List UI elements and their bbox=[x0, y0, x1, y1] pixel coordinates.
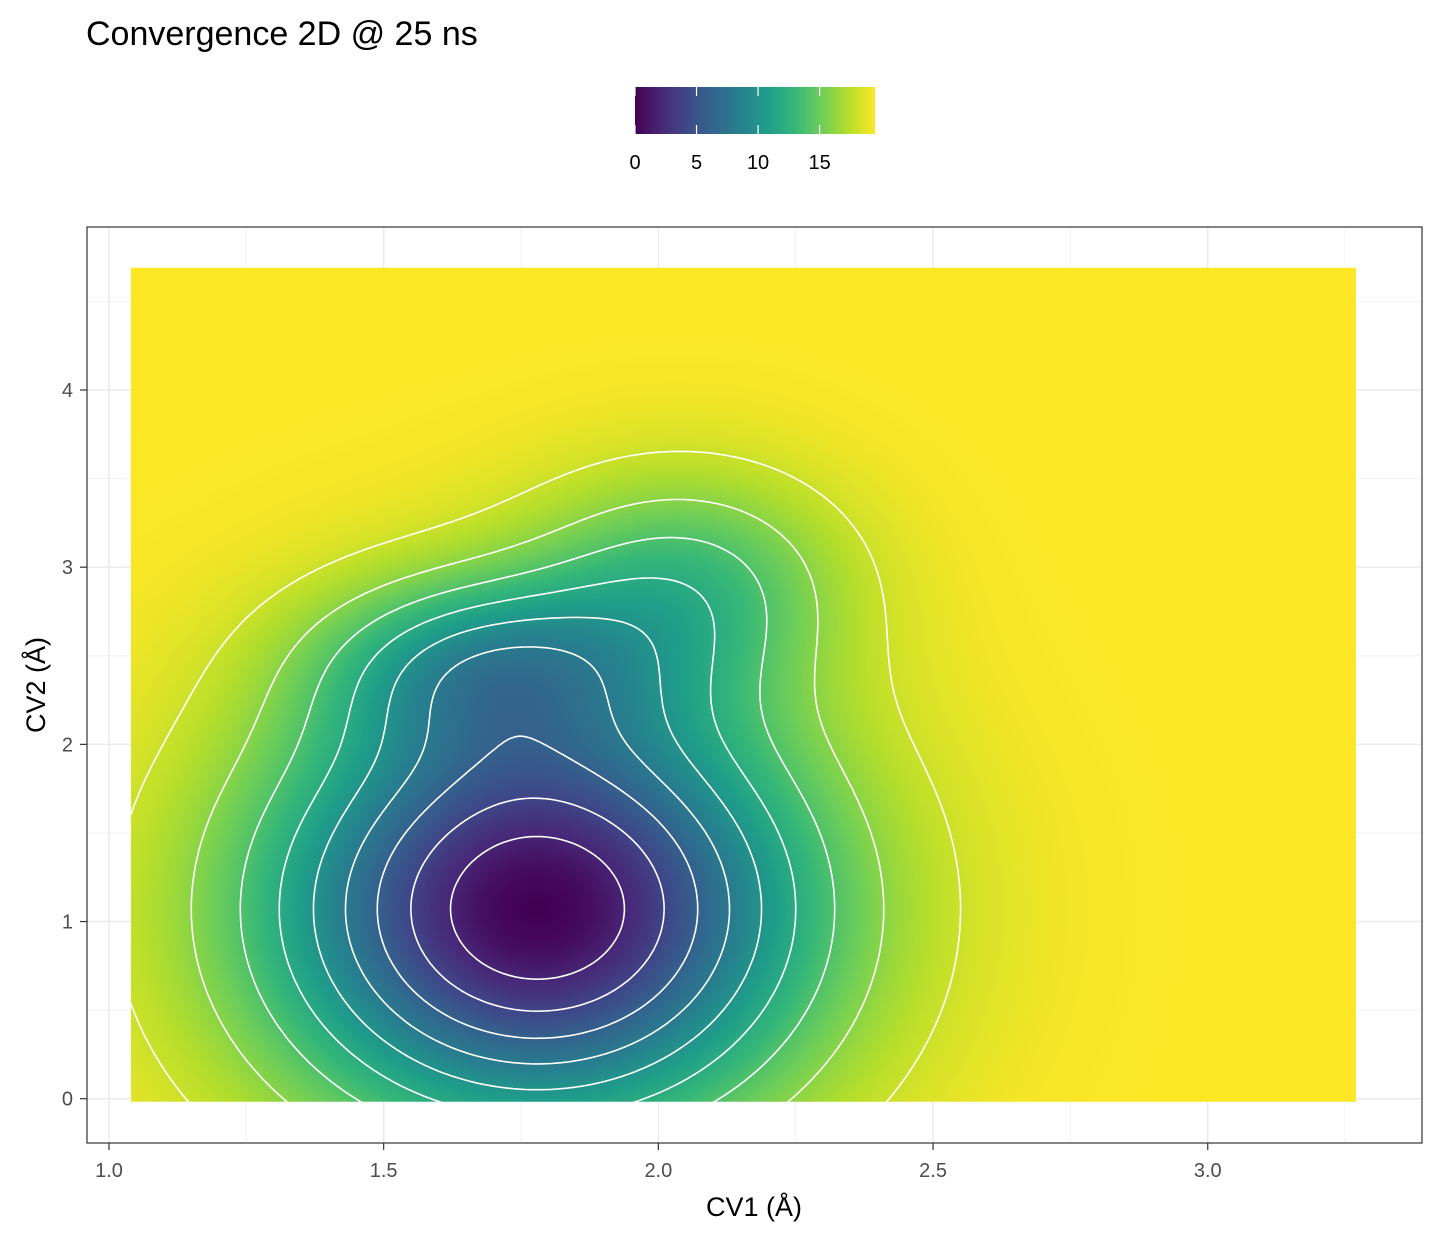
colorbar-tick-label: 0 bbox=[629, 152, 640, 174]
x-axis-title: CV1 (Å) bbox=[706, 1191, 802, 1222]
contour-line bbox=[278, 577, 797, 1103]
y-tick-label: 3 bbox=[62, 557, 73, 579]
contour-line bbox=[449, 835, 626, 980]
colorbar-tick-label: 10 bbox=[747, 152, 769, 174]
x-tick-label: 3.0 bbox=[1194, 1160, 1222, 1182]
colorbar bbox=[635, 87, 875, 134]
colorbar-tick-label: 5 bbox=[691, 152, 702, 174]
x-tick-label: 2.5 bbox=[919, 1160, 947, 1182]
contour-line bbox=[190, 498, 885, 1103]
x-tick-label: 2.0 bbox=[644, 1160, 672, 1182]
energy-surface bbox=[130, 267, 1356, 1102]
x-axis: 1.0 1.5 2.0 2.5 3.0 bbox=[95, 1143, 1222, 1182]
y-axis-title: CV2 (Å) bbox=[20, 637, 51, 733]
colorbar-legend: 0 5 10 15 bbox=[629, 87, 875, 174]
y-axis: 0 1 2 3 4 bbox=[62, 380, 87, 1111]
y-tick-label: 2 bbox=[62, 734, 73, 756]
y-tick-label: 1 bbox=[62, 912, 73, 934]
contour-line bbox=[239, 536, 836, 1103]
contour-line bbox=[376, 735, 699, 1040]
plot-panel-border bbox=[86, 226, 1423, 1144]
x-tick-label: 1.0 bbox=[95, 1160, 123, 1182]
contour-line bbox=[410, 797, 665, 1012]
y-tick-label: 0 bbox=[62, 1089, 73, 1111]
colorbar-tick-label: 15 bbox=[808, 152, 830, 174]
contour-line bbox=[312, 616, 763, 1091]
contour-lines bbox=[130, 450, 962, 1103]
contour-line bbox=[130, 450, 962, 1103]
y-tick-label: 4 bbox=[62, 380, 73, 402]
x-tick-label: 1.5 bbox=[370, 1160, 398, 1182]
chart-title: Convergence 2D @ 25 ns bbox=[86, 15, 478, 53]
contour-line bbox=[344, 646, 731, 1065]
